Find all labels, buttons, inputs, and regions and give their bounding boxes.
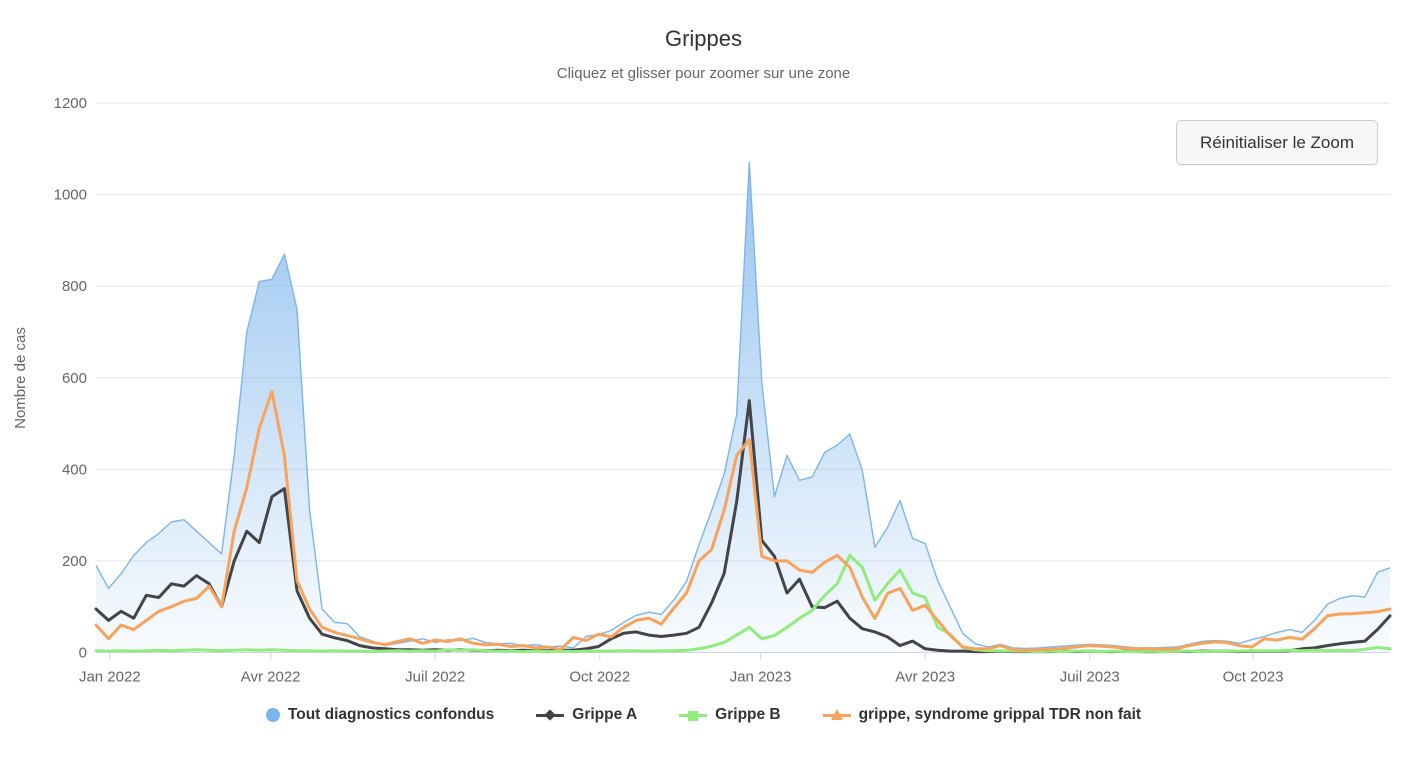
y-axis-tick-label: 600	[62, 370, 87, 387]
line-triangle-marker-icon	[822, 708, 851, 722]
series-line-3	[94, 390, 1392, 652]
x-axis-tick-label: Oct 2022	[569, 669, 630, 686]
area-series-circle-icon	[265, 708, 280, 722]
reset-zoom-button[interactable]: Réinitialiser le Zoom	[1176, 120, 1378, 165]
y-axis-tick-label: 0	[79, 645, 87, 662]
x-axis-tick-label: Avr 2023	[895, 669, 955, 686]
legend-label: grippe, syndrome grippal TDR non fait	[858, 706, 1142, 723]
legend-label: Grippe B	[715, 706, 781, 723]
legend-item-tout-diagnostics[interactable]: Tout diagnostics confondus	[265, 706, 495, 724]
series-line-2	[94, 553, 1392, 654]
y-axis-tick-label: 200	[62, 553, 87, 570]
series-area-0	[96, 162, 1390, 653]
x-axis-tick-label: Jan 2022	[79, 669, 141, 686]
legend-label: Grippe A	[572, 706, 638, 723]
series-outline-0	[95, 161, 1391, 650]
x-axis-tick-label: Jan 2023	[730, 669, 792, 686]
y-axis-tick-label: 400	[62, 461, 87, 478]
x-axis-tick-label: Juil 2022	[405, 669, 465, 686]
legend-item-grippe-b[interactable]: Grippe B	[679, 706, 781, 724]
x-axis-tick-label: Oct 2023	[1223, 669, 1284, 686]
y-axis-tick-label: 1000	[54, 187, 87, 204]
legend-label: Tout diagnostics confondus	[287, 706, 495, 723]
x-axis-tick-label: Juil 2023	[1060, 669, 1120, 686]
y-axis-tick-label: 1200	[54, 95, 87, 112]
x-axis-tick-label: Avr 2022	[241, 669, 301, 686]
chart-subtitle: Cliquez et glisser pour zoomer sur une z…	[556, 65, 851, 82]
line-diamond-marker-icon	[536, 708, 565, 722]
chart-title: Grippes	[664, 26, 743, 51]
legend-item-grippe-a[interactable]: Grippe A	[536, 706, 637, 724]
y-axis-tick-label: 800	[62, 278, 87, 295]
legend: Tout diagnostics confondus Grippe A Grip…	[0, 706, 1407, 724]
legend-item-syndrome-grippal[interactable]: grippe, syndrome grippal TDR non fait	[822, 706, 1142, 724]
line-square-marker-icon	[679, 708, 708, 722]
